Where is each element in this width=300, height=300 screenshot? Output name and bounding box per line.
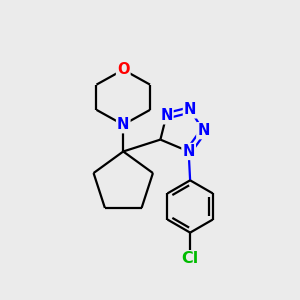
Text: O: O <box>117 62 130 77</box>
Text: N: N <box>117 117 129 132</box>
Text: N: N <box>184 102 196 117</box>
Text: N: N <box>182 144 195 159</box>
Text: Cl: Cl <box>182 251 199 266</box>
Text: N: N <box>197 123 210 138</box>
Text: N: N <box>160 108 172 123</box>
